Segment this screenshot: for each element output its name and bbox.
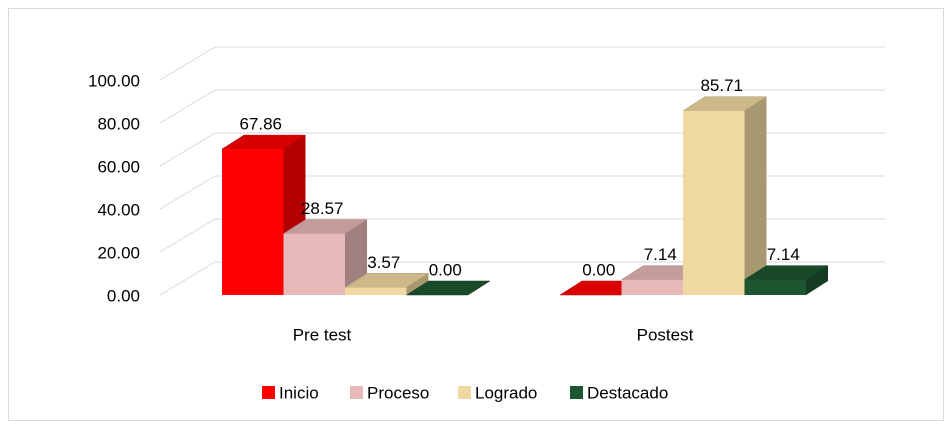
y-tick-label: 80.00 [97,114,140,133]
bar-side [744,96,767,295]
bar [621,279,683,295]
grid-line-side [159,218,216,253]
value-label: 0.00 [582,260,615,279]
chart-border [8,8,944,421]
y-tick-label: 20.00 [97,243,140,262]
bar [283,233,345,295]
x-tick-label: Postest [637,325,694,344]
bar [345,287,407,295]
legend-swatch [262,386,275,399]
y-tick-label: 0.00 [107,286,140,305]
bar [744,279,806,295]
y-tick-label: 60.00 [97,157,140,176]
bar [683,110,745,295]
grid-line-side [159,89,216,124]
grid-line-side [159,261,216,296]
value-label: 7.14 [644,245,677,264]
value-label: 3.57 [367,253,400,272]
value-label: 0.00 [429,260,462,279]
grid-line-side [159,175,216,210]
value-label: 28.57 [301,199,344,218]
y-tick-label: 100.00 [88,71,140,90]
bar [222,149,284,295]
grid-line-side [159,132,216,167]
legend-label: Logrado [475,383,537,402]
grid-line-side [159,46,216,81]
value-label: 67.86 [239,115,282,134]
x-tick-label: Pre test [293,325,352,344]
value-label: 85.71 [700,76,743,95]
legend-swatch [570,386,583,399]
bar-side [406,273,429,295]
y-tick-label: 40.00 [97,200,140,219]
legend-label: Proceso [367,383,429,402]
value-label: 7.14 [767,245,800,264]
legend-label: Inicio [279,383,319,402]
legend-swatch [350,386,363,399]
bar-side [806,265,828,295]
bar-side [345,219,367,295]
legend-label: Destacado [587,383,668,402]
legend-swatch [458,386,471,399]
